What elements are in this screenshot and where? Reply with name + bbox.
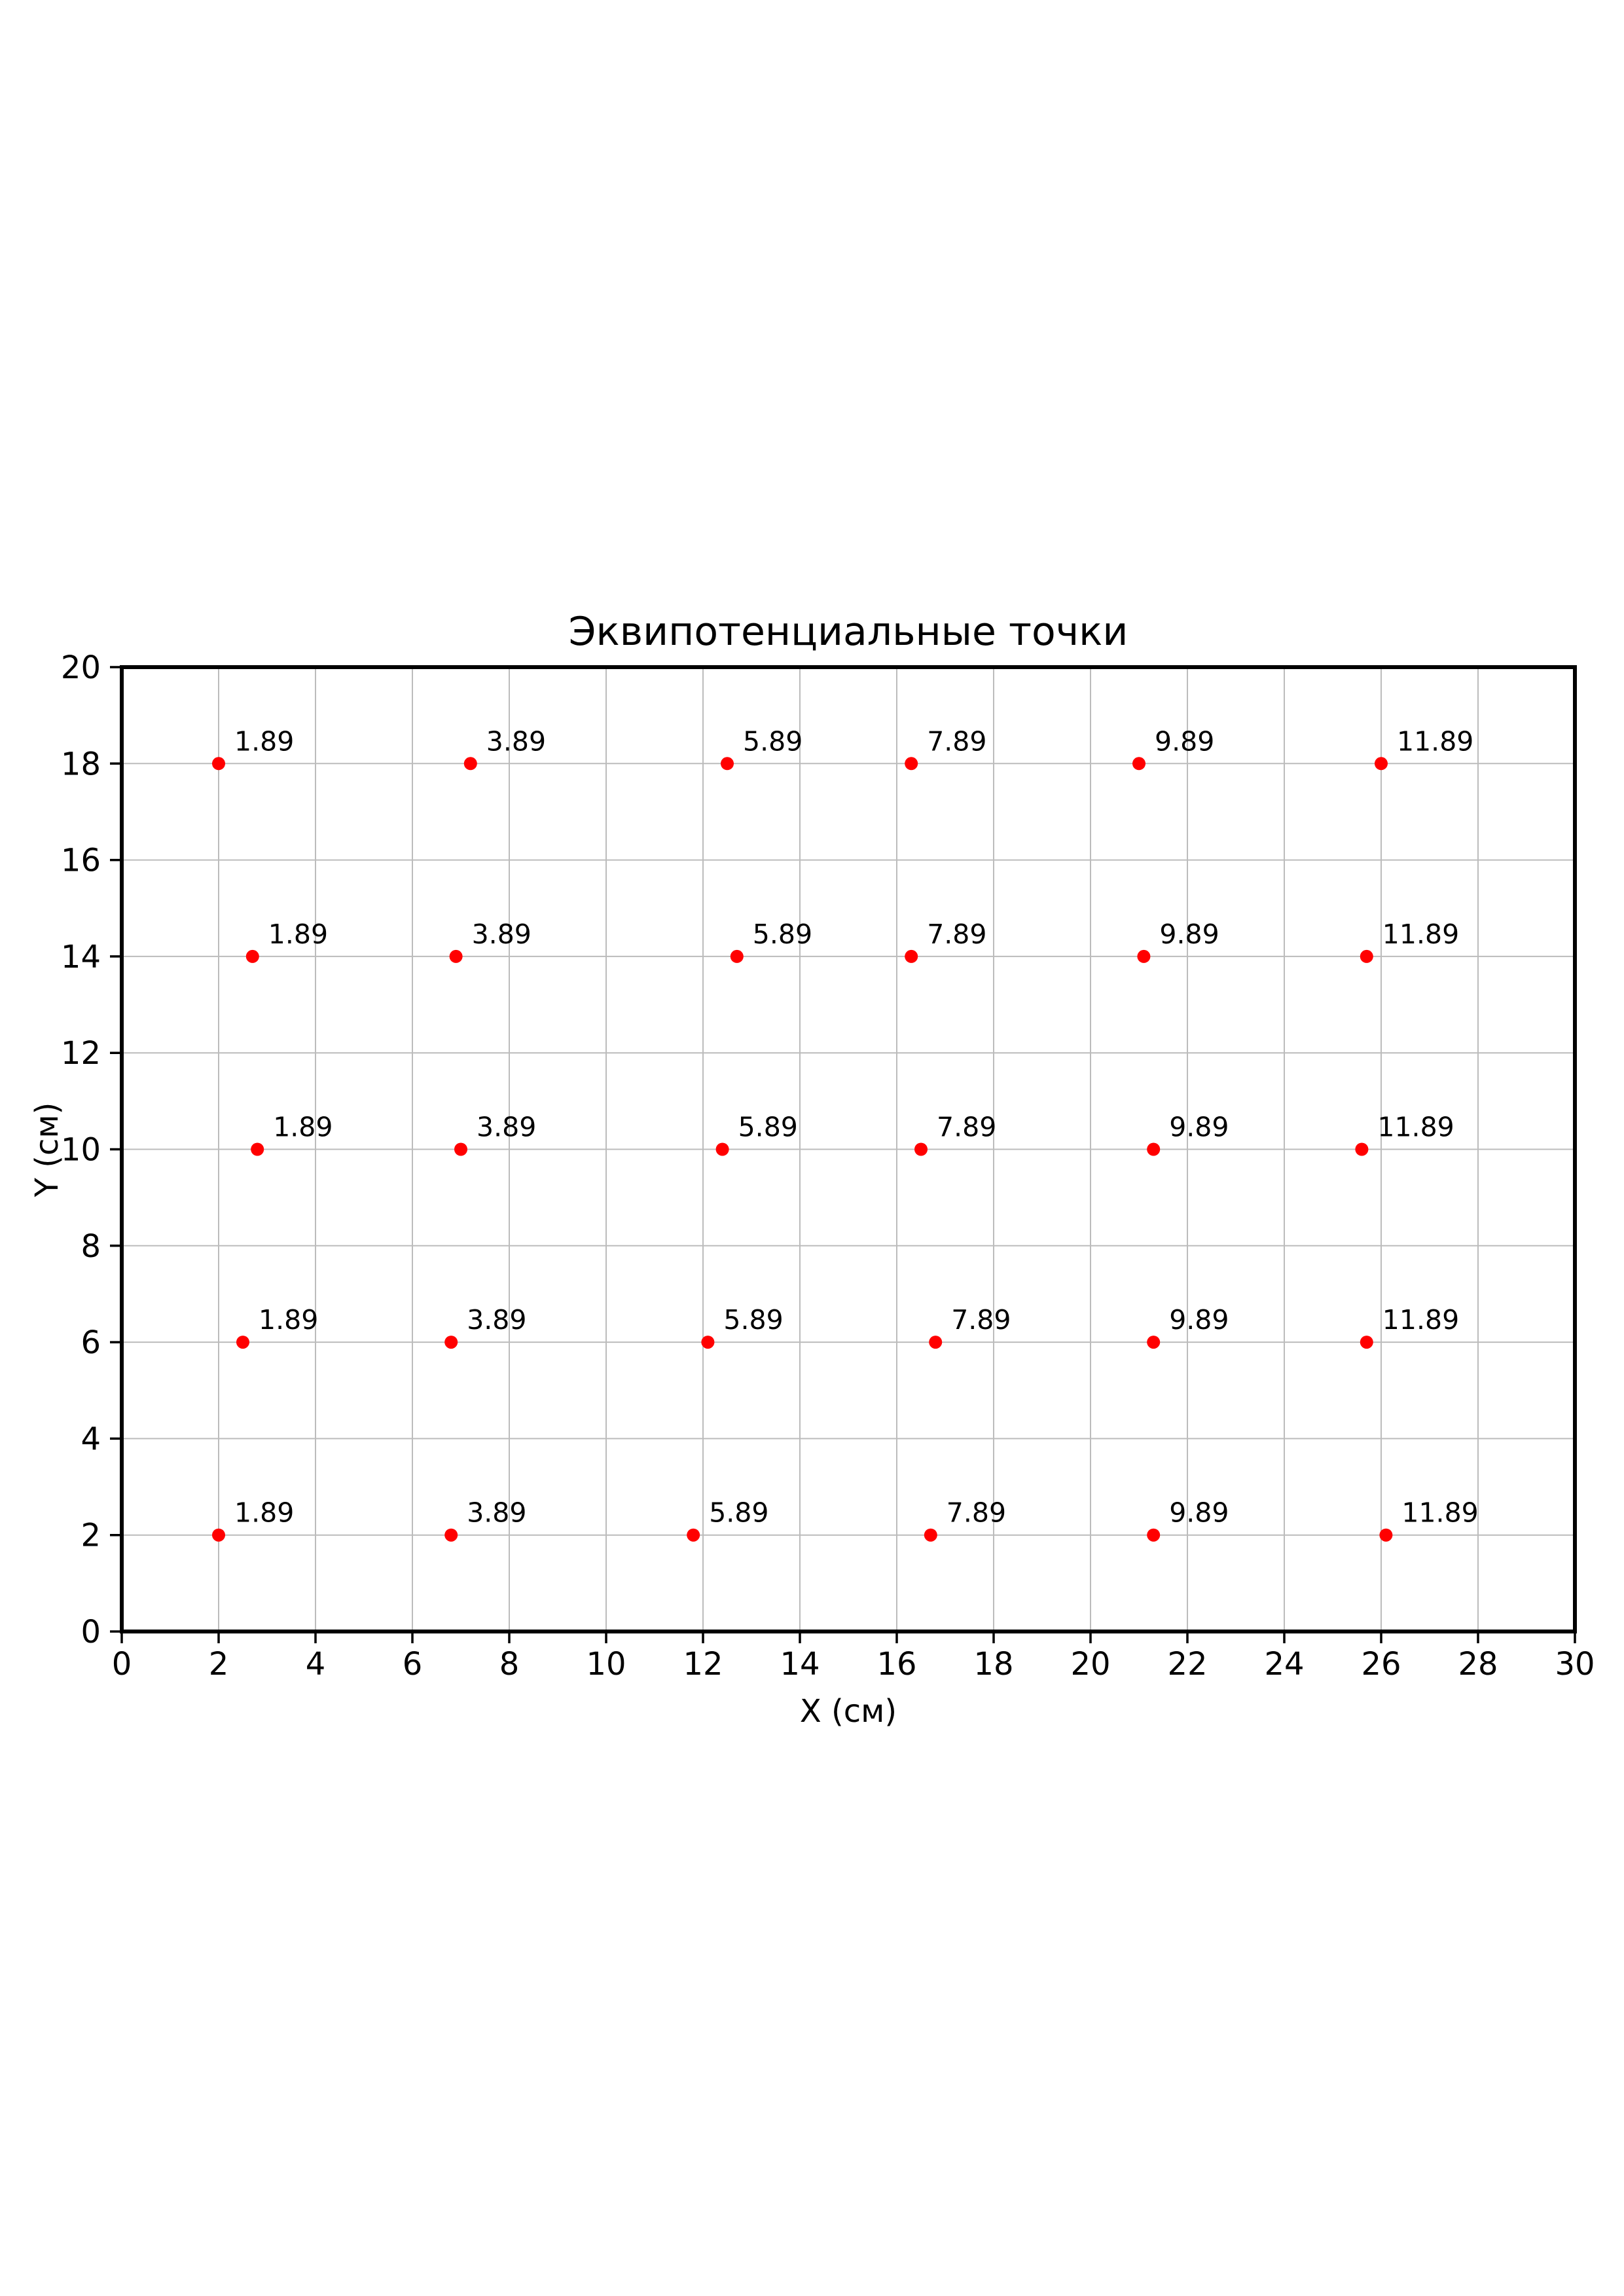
y-tick-label-10: 10 <box>61 1132 101 1169</box>
y-tick-label-12: 12 <box>61 1035 101 1072</box>
data-points: 1.89 3.89 5.89 7.89 9.89 11.89 1.89 3.89 5.89 7.8… <box>212 725 1479 1542</box>
point-annotation: 9.89 <box>1159 919 1219 950</box>
data-point <box>1360 1336 1373 1349</box>
point-annotation: 3.89 <box>477 1112 536 1143</box>
point-annotation: 1.89 <box>259 1304 318 1336</box>
x-tick-label-10: 10 <box>586 1646 626 1683</box>
data-point <box>1147 1336 1161 1349</box>
data-point <box>730 949 744 963</box>
data-point <box>1375 757 1388 771</box>
y-tick-label-2: 2 <box>81 1518 101 1554</box>
data-point <box>444 1336 458 1349</box>
point-annotation: 7.89 <box>927 919 986 950</box>
data-point <box>905 949 918 963</box>
data-point <box>721 757 734 771</box>
point-annotation: 3.89 <box>467 1497 526 1529</box>
point-annotation: 7.89 <box>937 1112 996 1143</box>
point-annotation: 1.89 <box>268 919 328 950</box>
x-tick-label-18: 18 <box>973 1646 1013 1683</box>
point-annotation: 11.89 <box>1382 919 1459 950</box>
y-tick-label-6: 6 <box>81 1324 101 1361</box>
x-tick-label-28: 28 <box>1458 1646 1498 1683</box>
x-axis-label: X (см) <box>800 1693 897 1730</box>
data-point <box>1355 1142 1369 1156</box>
y-tick-label-18: 18 <box>61 746 101 782</box>
data-point <box>1147 1528 1161 1542</box>
point-annotation: 9.89 <box>1155 725 1214 757</box>
point-annotation: 9.89 <box>1169 1112 1229 1143</box>
data-point <box>1360 949 1373 963</box>
point-annotation: 3.89 <box>467 1304 526 1336</box>
data-point <box>905 757 918 771</box>
data-point <box>929 1336 943 1349</box>
grid-layer <box>121 666 1576 1632</box>
data-point <box>454 1142 467 1156</box>
point-annotation: 5.89 <box>738 1112 798 1143</box>
data-point <box>1147 1142 1161 1156</box>
data-point <box>1379 1528 1393 1542</box>
point-annotation: 9.89 <box>1169 1497 1229 1529</box>
data-point <box>463 757 477 771</box>
point-annotation: 1.89 <box>273 1112 333 1143</box>
y-tick-label-0: 0 <box>81 1614 101 1650</box>
point-annotation: 11.89 <box>1401 1497 1478 1529</box>
data-point <box>236 1336 249 1349</box>
axis-ticks: 0 2 4 6 8 10 12 14 16 18 20 22 24 26 28 300246810121416… <box>61 649 1595 1683</box>
data-point <box>914 1142 928 1156</box>
x-tick-label-6: 6 <box>403 1646 423 1683</box>
data-point <box>212 1528 225 1542</box>
data-point <box>212 757 225 771</box>
x-tick-label-14: 14 <box>780 1646 820 1683</box>
x-tick-label-30: 30 <box>1555 1646 1595 1683</box>
point-annotation: 7.89 <box>951 1304 1011 1336</box>
point-annotation: 11.89 <box>1397 725 1473 757</box>
y-tick-label-8: 8 <box>81 1228 101 1265</box>
point-annotation: 3.89 <box>486 725 546 757</box>
x-tick-label-0: 0 <box>112 1646 132 1683</box>
x-tick-label-8: 8 <box>499 1646 520 1683</box>
chart-title: Эквипотенциальные точки <box>569 609 1128 655</box>
y-axis-label: Y (см) <box>29 1102 65 1198</box>
point-annotation: 7.89 <box>927 725 986 757</box>
data-point <box>251 1142 264 1156</box>
point-annotation: 5.89 <box>709 1497 768 1529</box>
y-tick-label-14: 14 <box>61 939 101 975</box>
data-point <box>449 949 463 963</box>
y-tick-label-16: 16 <box>61 843 101 879</box>
y-tick-label-4: 4 <box>81 1421 101 1457</box>
x-tick-label-4: 4 <box>306 1646 326 1683</box>
point-annotation: 5.89 <box>753 919 812 950</box>
data-point <box>245 949 259 963</box>
point-annotation: 11.89 <box>1377 1112 1454 1143</box>
point-annotation: 5.89 <box>723 1304 783 1336</box>
y-tick-label-20: 20 <box>61 649 101 686</box>
data-point <box>1132 757 1146 771</box>
x-tick-label-12: 12 <box>683 1646 723 1683</box>
data-point <box>1137 949 1151 963</box>
point-annotation: 7.89 <box>947 1497 1006 1529</box>
point-annotation: 1.89 <box>234 725 294 757</box>
point-annotation: 11.89 <box>1382 1304 1459 1336</box>
data-point <box>701 1336 715 1349</box>
point-annotation: 1.89 <box>234 1497 294 1529</box>
point-annotation: 5.89 <box>743 725 803 757</box>
data-point <box>715 1142 729 1156</box>
x-tick-label-26: 26 <box>1361 1646 1401 1683</box>
x-tick-label-22: 22 <box>1167 1646 1207 1683</box>
data-point <box>687 1528 700 1542</box>
point-annotation: 9.89 <box>1169 1304 1229 1336</box>
x-tick-label-16: 16 <box>876 1646 916 1683</box>
x-tick-label-2: 2 <box>209 1646 229 1683</box>
x-tick-label-24: 24 <box>1264 1646 1304 1683</box>
point-annotation: 3.89 <box>472 919 532 950</box>
x-tick-label-20: 20 <box>1070 1646 1110 1683</box>
data-point <box>444 1528 458 1542</box>
data-point <box>924 1528 937 1542</box>
